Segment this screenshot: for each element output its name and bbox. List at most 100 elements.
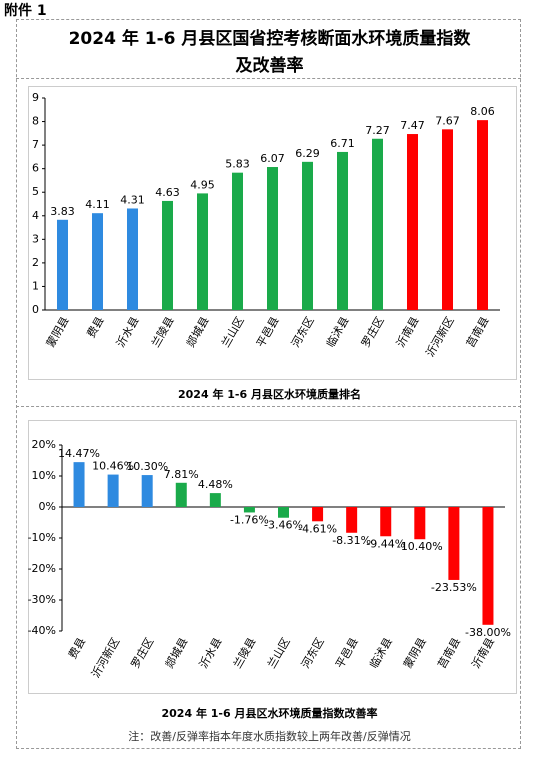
bar: [477, 120, 488, 311]
x-tick-label: 沂河新区: [423, 314, 457, 359]
value-label: 7.27: [365, 124, 390, 137]
value-label: 14.47%: [58, 447, 100, 460]
bar: [232, 172, 243, 310]
bar: [57, 219, 68, 310]
bar: [302, 161, 313, 310]
value-label: -3.46%: [264, 519, 303, 532]
y-tick-label: 6: [32, 162, 39, 175]
value-label: 10.46%: [92, 460, 134, 473]
y-tick-label: 1: [32, 279, 39, 292]
value-label: -38.00%: [465, 626, 511, 639]
value-label: -8.31%: [332, 534, 371, 547]
x-tick-label: 莒南县: [464, 315, 492, 350]
value-label: -10.40%: [397, 540, 443, 553]
value-label: 3.83: [50, 205, 75, 218]
y-tick-label: 4: [32, 209, 39, 222]
value-label: -1.76%: [230, 513, 269, 526]
x-tick-label: 平邑县: [333, 636, 361, 671]
bar: [197, 193, 208, 310]
x-tick-label: 蒙阴县: [44, 315, 72, 350]
value-label: -23.53%: [431, 581, 477, 594]
bar: [243, 507, 255, 513]
x-tick-label: 费县: [66, 636, 88, 662]
y-tick-label: -20%: [28, 562, 56, 575]
x-tick-label: 临沭县: [366, 635, 395, 671]
y-tick-label: 0%: [39, 500, 56, 513]
note: 注：改善/反弹率指本年度水质指数较上两年改善/反弹情况: [128, 730, 411, 743]
bar: [346, 507, 358, 533]
value-label: 7.47: [400, 119, 425, 132]
bar: [380, 507, 392, 537]
value-label: -4.61%: [298, 522, 337, 535]
value-label: 6.71: [330, 137, 355, 150]
separator: [16, 78, 521, 79]
value-label: 8.06: [470, 105, 495, 118]
x-tick-label: 郯城县: [183, 314, 212, 350]
y-tick-label: -10%: [28, 531, 56, 544]
value-label: 4.95: [190, 178, 215, 191]
bar: [407, 134, 418, 310]
y-tick-label: 9: [32, 91, 39, 104]
x-tick-label: 莒南县: [435, 636, 463, 671]
value-label: 4.11: [85, 198, 110, 211]
x-tick-label: 沂河新区: [88, 635, 122, 680]
y-tick-label: 8: [32, 115, 39, 128]
chart-box: [28, 86, 517, 380]
frame: [16, 19, 521, 749]
y-tick-label: 20%: [32, 438, 56, 451]
bar: [482, 507, 494, 625]
bar: [107, 474, 119, 507]
x-tick-label: 兰陵县: [231, 636, 259, 671]
bar: [175, 482, 187, 507]
separator: [16, 406, 521, 407]
value-label: 4.31: [120, 193, 145, 206]
bar: [372, 138, 383, 310]
x-tick-label: 兰山区: [265, 636, 293, 671]
title-line: 及改善率: [235, 56, 304, 76]
value-label: 7.67: [435, 114, 460, 127]
x-tick-label: 兰陵县: [149, 315, 177, 350]
bar: [267, 167, 278, 310]
value-label: 6.29: [295, 147, 320, 160]
y-tick-label: 3: [32, 232, 39, 245]
bar: [278, 507, 289, 518]
value-label: 7.81%: [164, 468, 199, 481]
x-tick-label: 罗庄区: [358, 314, 387, 350]
bar: [92, 213, 103, 310]
bar: [209, 493, 221, 507]
bar: [73, 462, 85, 507]
bar: [442, 129, 453, 310]
y-tick-label: 10%: [32, 469, 56, 482]
x-tick-label: 河东区: [299, 636, 327, 671]
bar: [448, 507, 460, 580]
y-tick-label: 7: [32, 138, 39, 151]
x-tick-label: 罗庄区: [128, 635, 157, 671]
bar: [337, 151, 348, 310]
x-tick-label: 沂水县: [197, 636, 225, 671]
y-tick-label: -40%: [28, 624, 56, 637]
x-tick-label: 兰山区: [219, 315, 247, 350]
value-label: 5.83: [225, 158, 250, 171]
x-tick-label: 费县: [84, 315, 106, 341]
title-line: 2024 年 1-6 月县区国省控考核断面水环境质量指数: [68, 29, 471, 49]
x-tick-label: 平邑县: [254, 315, 282, 350]
chart-caption: 2024 年 1-6 月县区水环境质量排名: [178, 388, 361, 401]
attachment-label: 附件 1: [4, 3, 47, 19]
x-tick-label: 蒙阴县: [401, 636, 429, 671]
bar: [141, 475, 153, 507]
value-label: -9.44%: [366, 537, 405, 550]
bar: [127, 208, 138, 310]
bar: [414, 507, 426, 540]
y-tick-label: 5: [32, 185, 39, 198]
bar: [312, 507, 324, 522]
value-label: 6.07: [260, 152, 285, 165]
bar: [162, 200, 173, 310]
y-tick-label: -30%: [28, 593, 56, 606]
x-tick-label: 沂水县: [114, 315, 142, 350]
x-tick-label: 临沭县: [323, 314, 352, 350]
chart-caption: 2024 年 1-6 月县区水环境质量指数改善率: [161, 707, 378, 720]
x-tick-label: 沂南县: [469, 636, 497, 671]
value-label: 4.63: [155, 186, 180, 199]
value-label: 4.48%: [198, 478, 233, 491]
